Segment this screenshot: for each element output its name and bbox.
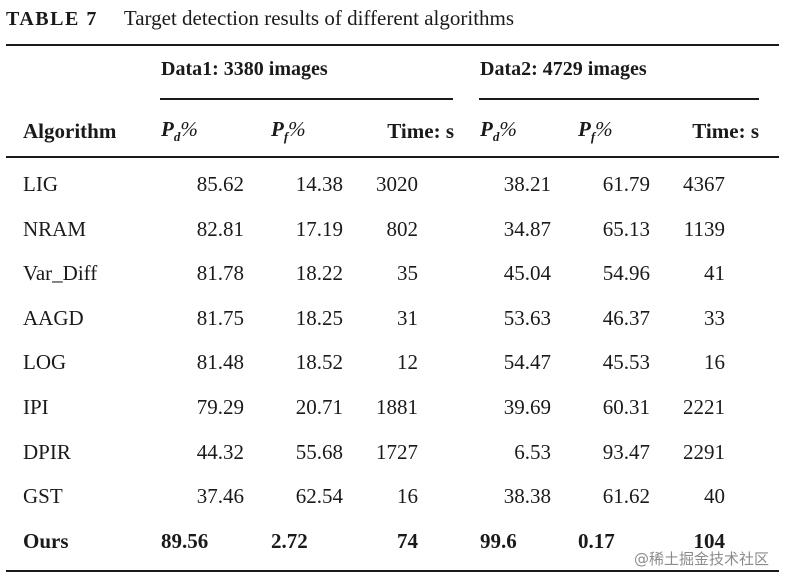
time-data1-value: 12 — [397, 350, 418, 375]
pf-data1-value: 55.68 — [295, 439, 343, 464]
col-header-algorithm: Algorithm — [23, 119, 117, 143]
algorithm-name: DPIR — [23, 439, 71, 464]
pd-data2-value: 34.87 — [503, 216, 551, 241]
col-header-pf-data1: Pf% — [271, 117, 306, 144]
pf-data2-value: 65.13 — [602, 216, 650, 241]
pd-data1-value: 85.62 — [196, 172, 244, 196]
algorithm-name: IPI — [23, 395, 49, 419]
pf-data2-value: 0.17 — [578, 528, 615, 553]
pd-data1-value: 89.56 — [161, 528, 209, 553]
pd-data2-value: 54.47 — [503, 350, 551, 375]
pd-data1-value: 82.81 — [196, 216, 244, 241]
pd-data1-value: 81.75 — [196, 305, 244, 330]
algorithm-name: Ours — [23, 528, 69, 553]
time-data2-value: 16 — [704, 350, 725, 375]
pd-data1-value: 79.29 — [196, 395, 244, 419]
time-data1-value: 1881 — [376, 395, 418, 419]
pf-data1-value: 18.22 — [295, 261, 343, 286]
pf-data2-value: 61.79 — [602, 172, 650, 196]
pd-data2-value: 39.69 — [503, 395, 551, 419]
pd-data1-value: 44.32 — [196, 439, 244, 464]
time-data1-value: 802 — [386, 216, 419, 241]
algorithm-name: AAGD — [23, 305, 84, 330]
pf-data1-value: 20.71 — [295, 395, 343, 419]
pf-data1-value: 17.19 — [295, 216, 343, 241]
time-data1-value: 31 — [397, 305, 418, 330]
group-header-data1: Data1: 3380 images — [161, 58, 328, 80]
pd-data2-value: 38.21 — [503, 172, 551, 196]
table-number: TABLE 7 — [6, 8, 98, 30]
group-rule-data2 — [479, 98, 759, 100]
pf-data1-value: 62.54 — [295, 484, 343, 509]
pf-data1-value: 18.52 — [295, 350, 343, 375]
pf-data2-value: 93.47 — [602, 439, 650, 464]
time-data2-value: 2221 — [683, 395, 725, 419]
col-header-pd-data2: Pd% — [480, 117, 517, 144]
table-caption: TABLE 7 Target detection results of diff… — [6, 6, 514, 32]
header-rule — [6, 156, 779, 158]
time-data1-value: 1727 — [376, 439, 418, 464]
algorithm-name: NRAM — [23, 216, 87, 241]
table-title: Target detection results of different al… — [123, 6, 515, 30]
watermark: @稀土掘金技术社区 — [633, 550, 769, 568]
pd-data2-value: 6.53 — [514, 439, 551, 464]
pf-data2-value: 60.31 — [602, 395, 650, 419]
pd-data2-value: 38.38 — [503, 484, 551, 509]
algorithm-name: Var_Diff — [23, 261, 98, 286]
col-header-pd-data1: Pd% — [161, 117, 198, 144]
col-header-time-data2: Time: s — [692, 119, 759, 143]
algorithm-name: GST — [23, 484, 63, 509]
time-data1-value: 16 — [397, 484, 418, 509]
bottom-rule — [6, 570, 779, 572]
top-rule — [6, 44, 779, 46]
algorithm-name: LOG — [23, 350, 67, 375]
pd-data1-value: 81.48 — [196, 350, 244, 375]
time-data2-value: 1139 — [683, 216, 725, 241]
group-header-data2: Data2: 4729 images — [480, 58, 647, 80]
time-data1-value: 74 — [397, 528, 418, 553]
time-data2-value: 40 — [704, 484, 725, 509]
pf-data1-value: 18.25 — [295, 305, 343, 330]
time-data1-value: 3020 — [376, 172, 418, 196]
col-header-pf-data2: Pf% — [578, 117, 613, 144]
time-data2-value: 33 — [704, 305, 725, 330]
pf-data2-value: 46.37 — [602, 305, 650, 330]
pf-data2-value: 45.53 — [602, 350, 650, 375]
pd-data1-value: 81.78 — [196, 261, 244, 286]
algorithm-name: LIG — [23, 172, 58, 196]
pf-data1-value: 2.72 — [271, 528, 308, 553]
time-data2-value: 104 — [693, 528, 726, 553]
pf-data1-value: 14.38 — [295, 172, 343, 196]
time-data2-value: 2291 — [683, 439, 725, 464]
time-data1-value: 35 — [397, 261, 418, 286]
group-rule-data1 — [160, 98, 453, 100]
pd-data2-value: 45.04 — [503, 261, 551, 286]
pd-data2-value: 53.63 — [503, 305, 551, 330]
pf-data2-value: 54.96 — [602, 261, 650, 286]
pd-data2-value: 99.6 — [480, 528, 517, 553]
time-data2-value: 4367 — [683, 172, 725, 196]
col-header-time-data1: Time: s — [387, 119, 454, 143]
pd-data1-value: 37.46 — [196, 484, 244, 509]
time-data2-value: 41 — [704, 261, 725, 286]
pf-data2-value: 61.62 — [602, 484, 650, 509]
